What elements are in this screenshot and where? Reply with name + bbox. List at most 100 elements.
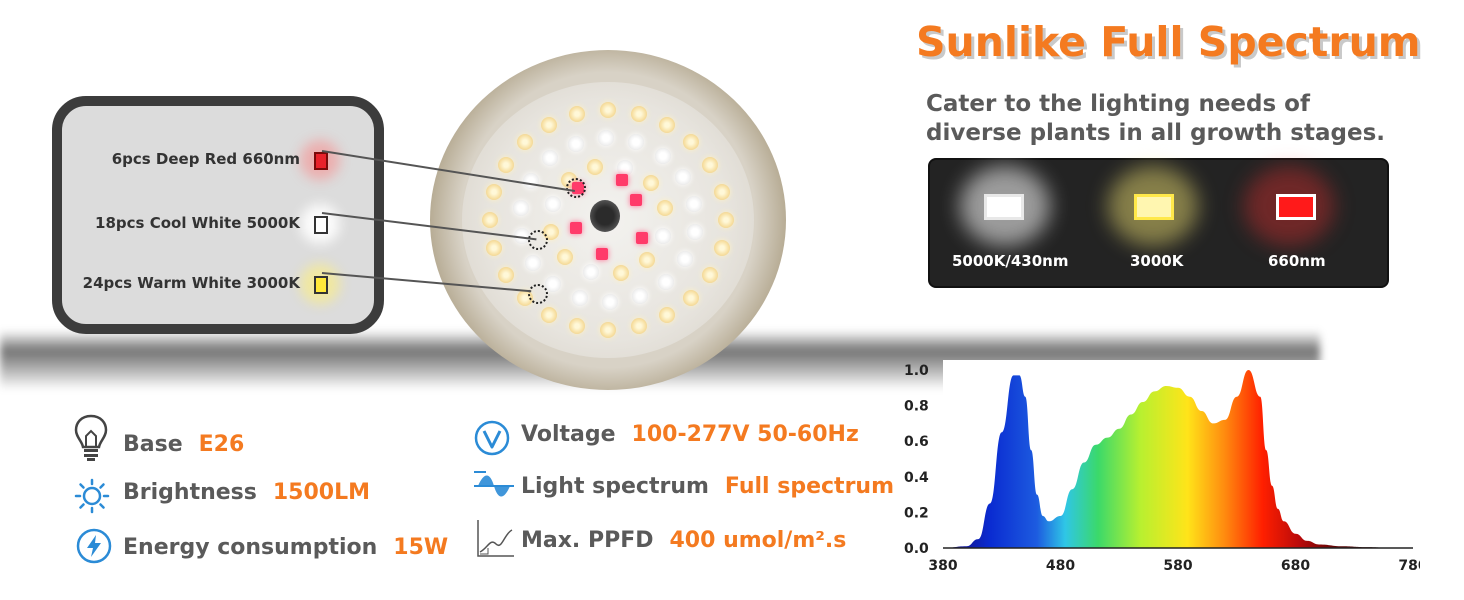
warm-white-led [713, 183, 730, 200]
x-tick-label: 480 [1046, 558, 1075, 574]
callout-row-warm: 24pcs Warm White 3000K [62, 264, 392, 304]
spec-base-value: E26 [198, 432, 245, 457]
warm-white-led [497, 267, 514, 283]
warm-white-led [659, 116, 675, 133]
voltage-icon [474, 420, 510, 456]
chip-label-5000k: 5000K/430nm [952, 252, 1069, 270]
spec-brightness-label: Brightness [123, 480, 257, 505]
y-tick-label: 0.6 [904, 434, 929, 450]
deep-red-led [636, 232, 648, 244]
callout-row-white: 18pcs Cool White 5000K [62, 204, 392, 244]
cool-white-led [687, 224, 703, 241]
graph-icon [477, 520, 514, 557]
x-axis-ticks: 380 480 580 680 780 [928, 558, 1420, 574]
cool-white-led [658, 273, 675, 290]
y-tick-label: 1.0 [904, 363, 929, 379]
spec-spectrum-label: Light spectrum [521, 474, 709, 499]
spectrum-chart: 0.0 0.2 0.4 0.6 0.8 1.0 380 480 580 680 780 [904, 360, 1420, 574]
spec-voltage-value: 100-277V 50-60Hz [631, 422, 859, 447]
bulb-icon [74, 414, 108, 461]
spec-spectrum-value: Full spectrum [724, 474, 894, 499]
spec-ppfd: Max. PPFD 400 umol/m².s [521, 528, 846, 553]
deep-red-led [570, 222, 582, 234]
deep-red-led [596, 248, 608, 260]
spec-ppfd-label: Max. PPFD [521, 528, 654, 553]
lightning-icon [76, 528, 112, 564]
spec-energy-label: Energy consumption [123, 535, 378, 560]
x-tick-label: 380 [928, 558, 957, 574]
deep-red-led [616, 174, 628, 186]
warm-white-led [486, 240, 503, 257]
warm-led-marker [528, 284, 548, 304]
warm-white-led [569, 105, 586, 122]
warm-white-led [482, 212, 498, 228]
red-chip-icon [314, 152, 328, 170]
page-title: Sunlike Full Spectrum [916, 18, 1421, 66]
y-tick-label: 0.0 [904, 541, 929, 557]
cool-white-led [654, 147, 671, 164]
cool-white-led [675, 169, 692, 186]
cool-white-led [602, 293, 619, 310]
warm-white-led [516, 134, 533, 151]
y-tick-label: 0.2 [904, 505, 929, 521]
y-axis-ticks: 0.0 0.2 0.4 0.6 0.8 1.0 [904, 363, 929, 557]
warm-white-led [541, 116, 557, 133]
inner-led [642, 175, 659, 192]
inner-led [639, 251, 656, 268]
spec-ppfd-value: 400 umol/m².s [669, 528, 847, 553]
spectrum-chip-panel: 5000K/430nm 3000K 660nm [928, 158, 1389, 288]
cool-white-led [524, 254, 541, 271]
cool-white-led [628, 134, 645, 151]
chip-label-3000k: 3000K [1130, 252, 1184, 270]
warm-white-led [600, 102, 616, 118]
warm-white-led [541, 307, 557, 324]
warm-white-led [702, 267, 719, 283]
callout-label-warm: 24pcs Warm White 3000K [82, 274, 300, 292]
cool-white-led [522, 172, 539, 189]
callout-label-red: 6pcs Deep Red 660nm [111, 150, 300, 168]
cool-white-led [571, 289, 588, 306]
warm-white-led [713, 240, 730, 257]
x-tick-label: 680 [1281, 558, 1310, 574]
warm-white-led [630, 105, 647, 122]
callout-row-red: 6pcs Deep Red 660nm [62, 140, 392, 180]
spectrum-area [943, 370, 1413, 548]
y-tick-label: 0.8 [904, 399, 929, 415]
warm-white-led [683, 134, 700, 151]
bulb-center-hub [590, 200, 620, 232]
cool-white-led [686, 195, 703, 212]
x-tick-label: 780 [1398, 558, 1420, 574]
white-led-marker [528, 230, 548, 250]
wave-icon [474, 471, 514, 497]
cool-white-led [677, 251, 694, 268]
inner-led [557, 248, 574, 265]
warm-white-led [630, 318, 647, 335]
cool-white-led [545, 276, 562, 293]
cool-white-led [541, 150, 558, 167]
chip-5000k-icon [984, 194, 1024, 220]
sun-icon [74, 478, 110, 514]
spec-brightness-value: 1500LM [272, 480, 371, 505]
inner-led [582, 263, 599, 280]
spec-energy-value: 15W [393, 535, 449, 560]
warm-white-led [659, 307, 675, 324]
inner-led [612, 264, 629, 281]
cool-white-led [597, 130, 614, 147]
inner-led [656, 200, 673, 217]
spec-voltage-label: Voltage [521, 422, 616, 447]
chip-3000k-icon [1134, 194, 1174, 220]
warm-white-led [569, 318, 586, 335]
warm-white-led [702, 157, 719, 173]
led-callout-box: 6pcs Deep Red 660nm 18pcs Cool White 500… [52, 96, 384, 334]
spec-energy: Energy consumption 15W [123, 535, 448, 560]
cool-white-led [632, 288, 649, 305]
inner-led [655, 227, 672, 244]
y-tick-label: 0.4 [904, 470, 929, 486]
white-chip-icon [314, 216, 328, 234]
warm-white-led [683, 289, 700, 306]
cool-white-led [512, 199, 529, 216]
red-led-marker [566, 178, 586, 198]
chip-label-660nm: 660nm [1268, 252, 1326, 270]
x-tick-label: 580 [1163, 558, 1192, 574]
spec-brightness: Brightness 1500LM [123, 480, 370, 505]
